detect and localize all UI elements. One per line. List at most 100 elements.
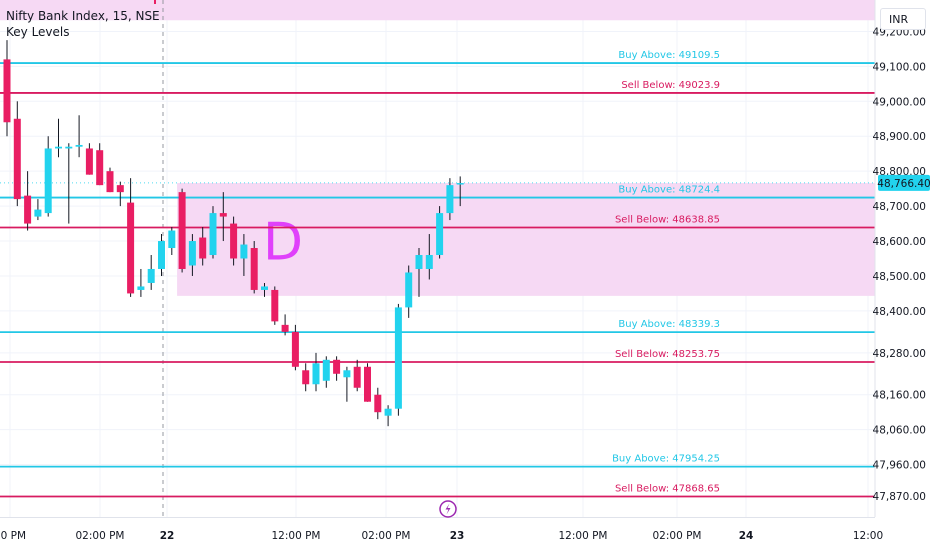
zones: D	[0, 0, 876, 296]
candle-body	[158, 241, 165, 269]
candle-body	[240, 244, 248, 259]
candle	[271, 286, 279, 325]
time-axis: 00 PM 02:00 PM 22 12:00 PM 02:00 PM 23 12:00 P…	[0, 0, 883, 542]
candle-body	[13, 118, 21, 200]
candle-body	[333, 359, 341, 374]
candle-body	[24, 195, 32, 224]
currency-selector[interactable]: INR	[880, 8, 926, 30]
candle	[415, 248, 423, 297]
candle	[85, 143, 93, 175]
candle	[446, 178, 454, 221]
key-zone	[177, 183, 876, 296]
candle-body	[415, 255, 423, 269]
candle-body	[44, 148, 52, 214]
time-tick-label: 00 PM	[0, 530, 26, 542]
price-tick-label: 48,900.00	[873, 131, 926, 143]
candle	[456, 176, 464, 207]
candle	[364, 363, 371, 402]
price-tick-label: 48,600.00	[873, 236, 926, 248]
candle	[219, 192, 227, 242]
candle-body	[188, 241, 196, 266]
candle-body	[425, 255, 433, 269]
candle-body	[75, 144, 83, 147]
candle	[333, 356, 341, 381]
sell-level-label: Sell Below: 48638.85	[615, 214, 720, 225]
candle-body	[322, 359, 330, 381]
candle	[374, 387, 382, 420]
candle-body	[34, 209, 42, 217]
candle	[55, 118, 62, 158]
candle	[353, 359, 361, 392]
time-tick-label: 23	[450, 530, 465, 542]
candle-body	[446, 185, 454, 214]
price-tick-label: 48,280.00	[873, 348, 926, 360]
candle	[168, 227, 176, 256]
candle-body	[384, 408, 392, 416]
candle-body	[219, 213, 227, 217]
current-price-label: 48,766.40	[877, 178, 930, 190]
price-axis: 49,200.0049,100.0049,000.0048,900.0048,8…	[873, 0, 932, 550]
candle-body	[343, 370, 351, 378]
sell-level-label: Sell Below: 47868.65	[615, 484, 720, 495]
time-tick-label: 12:00 PM	[272, 530, 321, 542]
price-tick-label: 49,000.00	[873, 96, 926, 108]
buy-level-label: Buy Above: 49109.5	[618, 50, 720, 61]
price-tick-label: 48,160.00	[873, 390, 926, 402]
candle	[322, 356, 330, 388]
candle-body	[55, 146, 62, 149]
candle	[384, 405, 392, 427]
chart-title: Nifty Bank Index, 15, NSE	[6, 9, 160, 23]
candle	[13, 101, 21, 207]
candle-body	[281, 324, 289, 332]
candle	[127, 178, 135, 297]
candle-body	[271, 289, 279, 322]
candle-body	[405, 272, 413, 308]
candle	[116, 181, 124, 207]
time-tick-label: 02:00 PM	[653, 530, 702, 542]
candle	[281, 314, 289, 336]
price-tick-label: 47,960.00	[873, 460, 926, 472]
candle-body	[456, 183, 464, 185]
candle	[34, 199, 42, 221]
candle-body	[353, 366, 361, 388]
price-tick-label: 48,400.00	[873, 306, 926, 318]
candle	[425, 234, 433, 280]
candle	[24, 171, 32, 231]
price-tick-label: 48,500.00	[873, 271, 926, 283]
candle	[250, 241, 258, 294]
time-tick-label: 22	[160, 530, 175, 542]
candle-body	[261, 286, 268, 290]
event-icon[interactable]	[439, 500, 457, 518]
candle	[75, 115, 83, 158]
candle	[147, 255, 155, 290]
candle	[44, 136, 52, 217]
candle	[199, 227, 207, 266]
candle	[178, 188, 186, 273]
candle	[158, 234, 165, 276]
candle	[65, 143, 73, 224]
key-zone	[0, 0, 875, 21]
buy-level-label: Buy Above: 48724.4	[618, 185, 720, 196]
candle	[3, 40, 11, 137]
price-tick-label: 47,870.00	[873, 491, 926, 503]
candle-body	[230, 223, 238, 259]
price-axis-bg[interactable]	[875, 0, 932, 550]
candle-body	[147, 268, 155, 283]
candle-body	[85, 148, 93, 175]
candle	[436, 206, 444, 259]
time-tick-label: 02:00 PM	[76, 530, 125, 542]
candle	[302, 363, 310, 392]
indicator-name[interactable]: Key Levels	[6, 25, 70, 39]
candle-body	[168, 230, 176, 249]
candle	[106, 167, 114, 193]
candle	[394, 303, 402, 416]
candle	[405, 265, 413, 318]
candle	[291, 324, 299, 371]
candle-body	[209, 213, 217, 256]
time-tick-label: 24	[739, 530, 754, 542]
candles	[3, 40, 464, 427]
time-tick-label: 12:00 PM	[559, 530, 608, 542]
candle	[188, 234, 196, 276]
candle-body	[106, 171, 114, 193]
